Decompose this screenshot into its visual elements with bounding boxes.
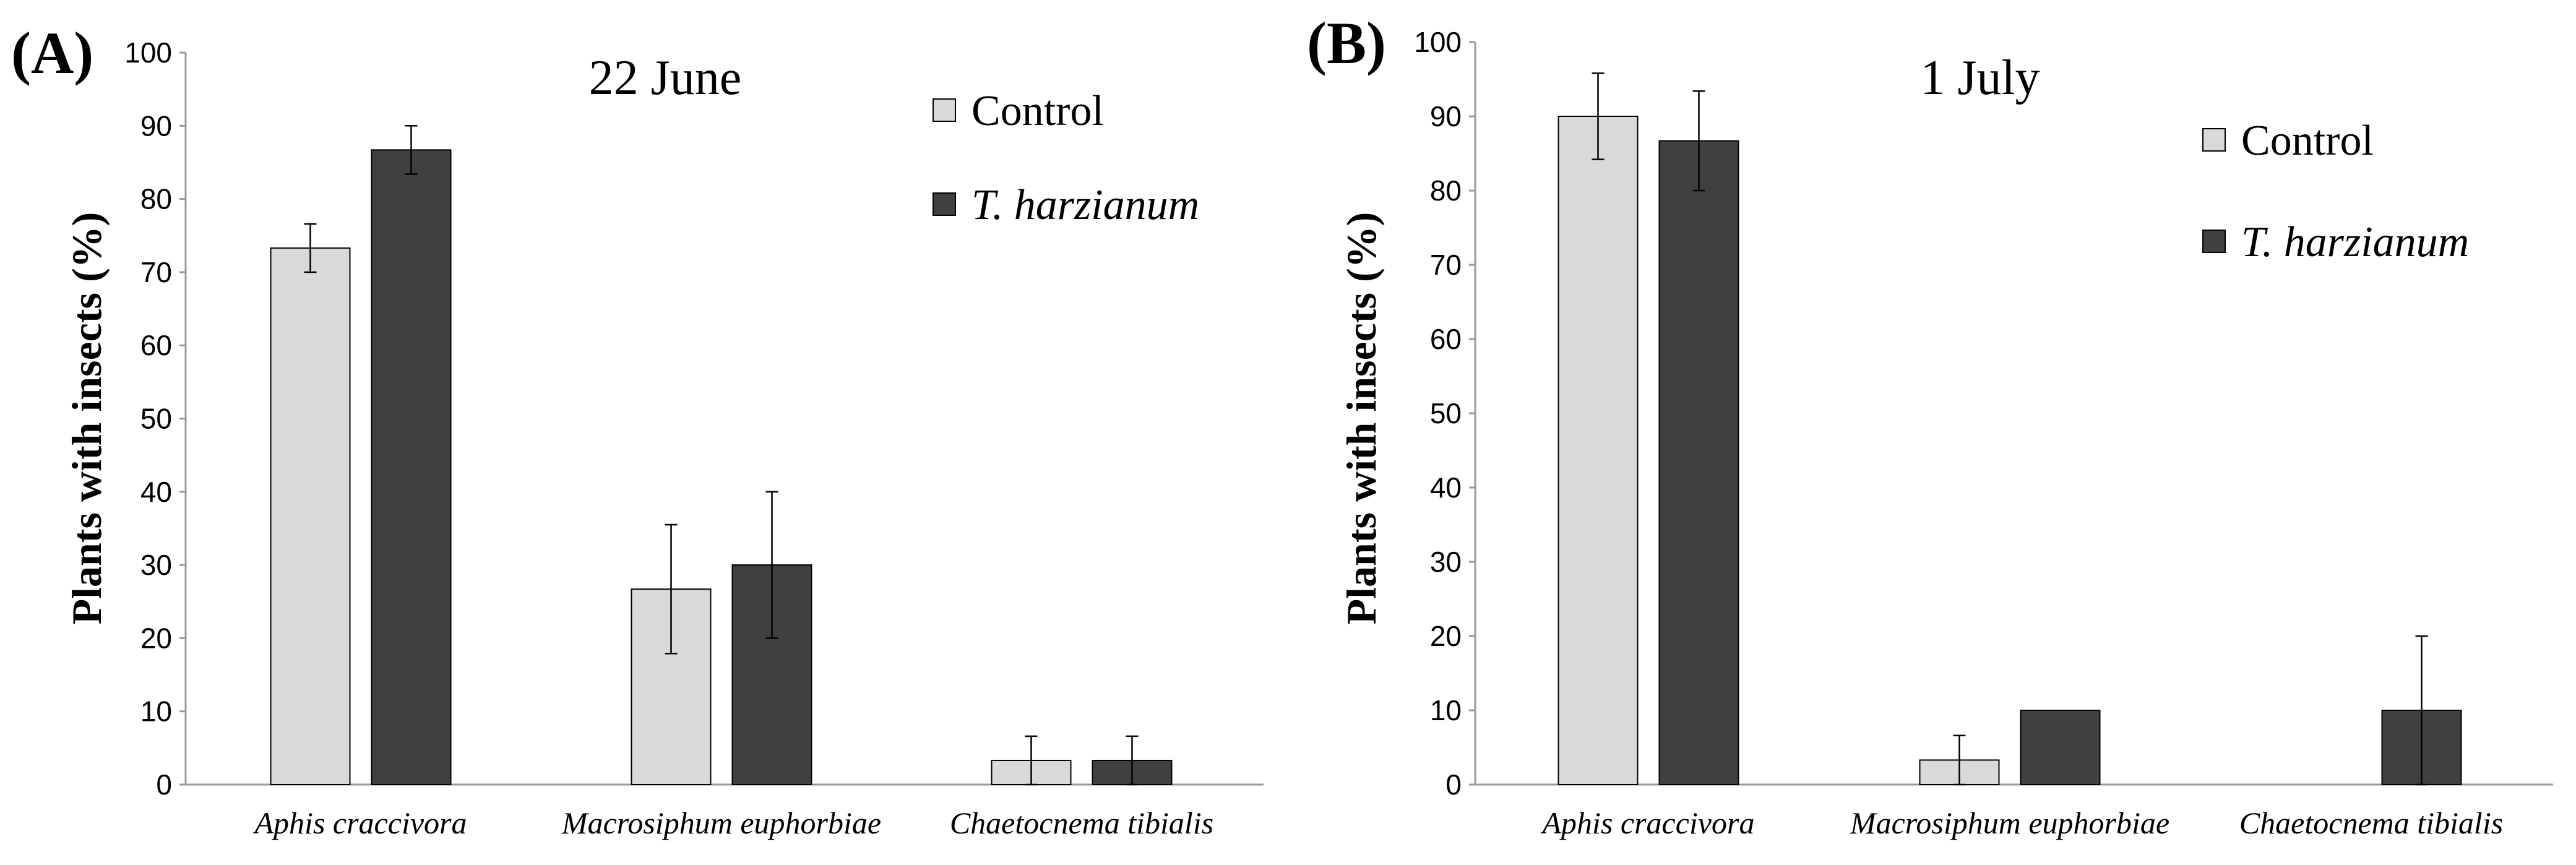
y-tick-label: 20 (140, 622, 172, 654)
panel-label: (A) (11, 20, 93, 86)
x-category-label: Macrosiphum euphorbiae (561, 806, 881, 840)
y-tick-label: 50 (140, 403, 172, 435)
panel-label: (B) (1307, 10, 1386, 76)
chart-panel-a: 0 10 20 30 40 50 60 70 80 90 100 Aphis craccivora Ma… (11, 20, 1264, 840)
bar-t-harzianum (371, 149, 452, 786)
y-axis-title: Plants with insects (%) (63, 212, 110, 625)
y-tick-label: 90 (1430, 100, 1462, 132)
y-tick-label: 30 (140, 549, 172, 581)
legend-label-t-harzianum: T. harzianum (971, 181, 1199, 229)
chart-title: 22 June (589, 51, 742, 105)
x-category-label: Aphis craccivora (253, 806, 467, 840)
y-tick-label: 100 (124, 37, 172, 69)
y-axis-title: Plants with insects (%) (1338, 212, 1385, 625)
x-category-label: Chaetocnema tibialis (950, 806, 1213, 840)
y-tick-label: 30 (1430, 546, 1462, 578)
y-tick-label: 70 (140, 256, 172, 288)
legend-swatch-t-harzianum (933, 192, 956, 216)
legend-swatch-control (2202, 128, 2226, 152)
y-tick-label: 10 (140, 695, 172, 728)
legend-label-control: Control (2241, 117, 2374, 165)
x-category-label: Aphis craccivora (1541, 806, 1755, 840)
legend: Control T. harzianum (933, 87, 1199, 229)
y-tick-label: 10 (1430, 694, 1462, 726)
bar-t-harzianum (2020, 710, 2101, 785)
y-tick-label: 40 (140, 476, 172, 508)
bar-t-harzianum (1658, 140, 1739, 786)
y-tick-label: 0 (156, 768, 172, 801)
chart-title: 1 July (1920, 51, 2040, 105)
y-tick-label: 80 (140, 183, 172, 215)
x-category-label: Macrosiphum euphorbiae (1850, 806, 2169, 840)
legend-label-control: Control (971, 87, 1104, 135)
y-tick-label: 40 (1430, 471, 1462, 504)
bar-control (270, 247, 351, 785)
y-tick-label: 0 (1445, 768, 1462, 801)
y-tick-label: 80 (1430, 174, 1462, 207)
y-tick-label: 90 (140, 110, 172, 142)
chart-panel-b: 0 10 20 30 40 50 60 70 80 90 100 Aphis craccivora Ma… (1307, 10, 2553, 840)
y-tick-label: 70 (1430, 249, 1462, 281)
y-tick-label: 20 (1430, 620, 1462, 652)
bar-control (1557, 116, 1639, 785)
legend: Control T. harzianum (2202, 117, 2469, 266)
y-tick-label: 50 (1430, 397, 1462, 429)
legend-label-t-harzianum: T. harzianum (2241, 218, 2469, 266)
legend-swatch-control (933, 98, 956, 122)
y-tick-label: 60 (140, 329, 172, 361)
x-category-label: Chaetocnema tibialis (2239, 806, 2503, 840)
y-tick-label: 100 (1414, 26, 1462, 58)
y-tick-label: 60 (1430, 323, 1462, 355)
legend-swatch-t-harzianum (2202, 230, 2226, 253)
